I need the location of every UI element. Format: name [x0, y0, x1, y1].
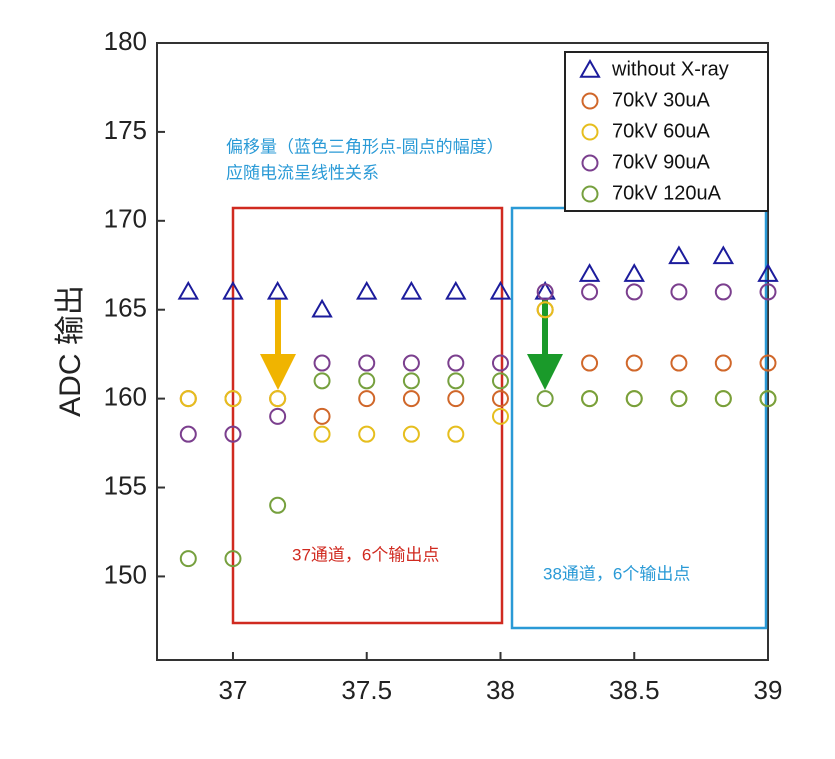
x-tick-label: 37.5 [341, 675, 392, 705]
y-tick-label: 160 [104, 381, 147, 411]
circle-marker [179, 390, 197, 408]
x-tick-label: 37 [219, 675, 248, 705]
circle-marker [269, 496, 287, 514]
annotation: 应随电流呈线性关系 [226, 163, 379, 182]
y-tick-label: 150 [104, 559, 147, 589]
triangle-marker [356, 280, 378, 300]
legend-label: 70kV 120uA [612, 182, 722, 204]
marks [177, 245, 779, 568]
circle-marker [536, 283, 554, 301]
circle-marker [402, 372, 420, 390]
circle-marker [313, 407, 331, 425]
triangle-marker [311, 298, 333, 318]
triangle-marker [400, 280, 423, 300]
circle-marker [447, 425, 465, 443]
circle-marker [358, 354, 376, 372]
y-tick-label: 175 [104, 115, 147, 145]
triangle-marker [623, 263, 645, 282]
triangle-marker [445, 280, 467, 300]
circle-marker [179, 550, 197, 568]
highlight-box [231, 206, 504, 625]
triangle-marker [222, 280, 244, 300]
triangle-marker [177, 280, 200, 300]
x-tick-label: 39 [754, 675, 783, 705]
circle-marker [358, 425, 376, 443]
circle-marker [313, 372, 331, 390]
triangle-marker [266, 280, 289, 300]
circle-marker [402, 390, 420, 408]
circle-marker [447, 372, 465, 390]
triangle-marker [489, 280, 512, 300]
legend-label: without X-ray [611, 58, 729, 80]
annotation: 38通道，6个输出点 [543, 564, 690, 583]
circle-marker [714, 283, 732, 301]
circle-marker [224, 425, 242, 443]
circle-marker [670, 354, 688, 372]
circle-marker [491, 372, 509, 390]
circle-marker [224, 550, 242, 568]
circle-marker [224, 390, 242, 408]
circle-marker [447, 354, 465, 372]
circle-marker [670, 283, 688, 301]
legend: without X-ray 70kV 30uA 70kV 60uA 70kV 90uA… [579, 58, 729, 204]
circle-marker [625, 390, 643, 408]
circle-marker [581, 154, 599, 172]
legend-box [564, 51, 769, 212]
x-tick-label: 38.5 [609, 675, 660, 705]
circle-marker [714, 354, 732, 372]
y-tick-label: 180 [104, 26, 147, 56]
circle-marker [581, 185, 599, 203]
circle-marker [581, 123, 599, 141]
circle-marker [670, 390, 688, 408]
legend-label: 70kV 60uA [612, 120, 711, 142]
legend-label: 70kV 90uA [612, 151, 711, 173]
circle-marker [358, 390, 376, 408]
circle-marker [358, 372, 376, 390]
triangle-marker [712, 245, 735, 265]
circle-marker [581, 92, 599, 110]
circle-marker [536, 390, 554, 408]
plot-frame [156, 42, 769, 661]
annotation: 偏移量（蓝色三角形点-圆点的幅度） [226, 137, 504, 156]
x-tick-label: 38 [486, 675, 515, 705]
triangle-marker [668, 245, 690, 265]
annotation: 37通道，6个输出点 [292, 545, 439, 564]
circle-marker [581, 354, 599, 372]
circle-marker [269, 407, 287, 425]
triangle-marker [757, 263, 779, 282]
circle-marker [625, 354, 643, 372]
circle-marker [759, 354, 777, 372]
circle-marker [491, 354, 509, 372]
circle-marker [759, 283, 777, 301]
circle-marker [714, 390, 732, 408]
y-tick-label: 155 [104, 470, 147, 500]
circle-marker [402, 354, 420, 372]
circle-marker [759, 390, 777, 408]
circle-marker [625, 283, 643, 301]
y-tick-label: 165 [104, 293, 147, 323]
circle-marker [402, 425, 420, 443]
triangle-marker [579, 58, 601, 78]
circle-marker [313, 425, 331, 443]
circle-marker [179, 425, 197, 443]
circle-marker [313, 354, 331, 372]
triangle-marker [578, 263, 601, 282]
circle-marker [536, 301, 554, 319]
circle-marker [491, 390, 509, 408]
circle-marker [491, 407, 509, 425]
y-axis-label: ADC 输出 [54, 285, 87, 417]
circle-marker [581, 390, 599, 408]
legend-label: 70kV 30uA [612, 89, 711, 111]
circle-marker [581, 283, 599, 301]
y-tick-label: 170 [104, 204, 147, 234]
circle-marker [447, 390, 465, 408]
circle-marker [269, 390, 287, 408]
